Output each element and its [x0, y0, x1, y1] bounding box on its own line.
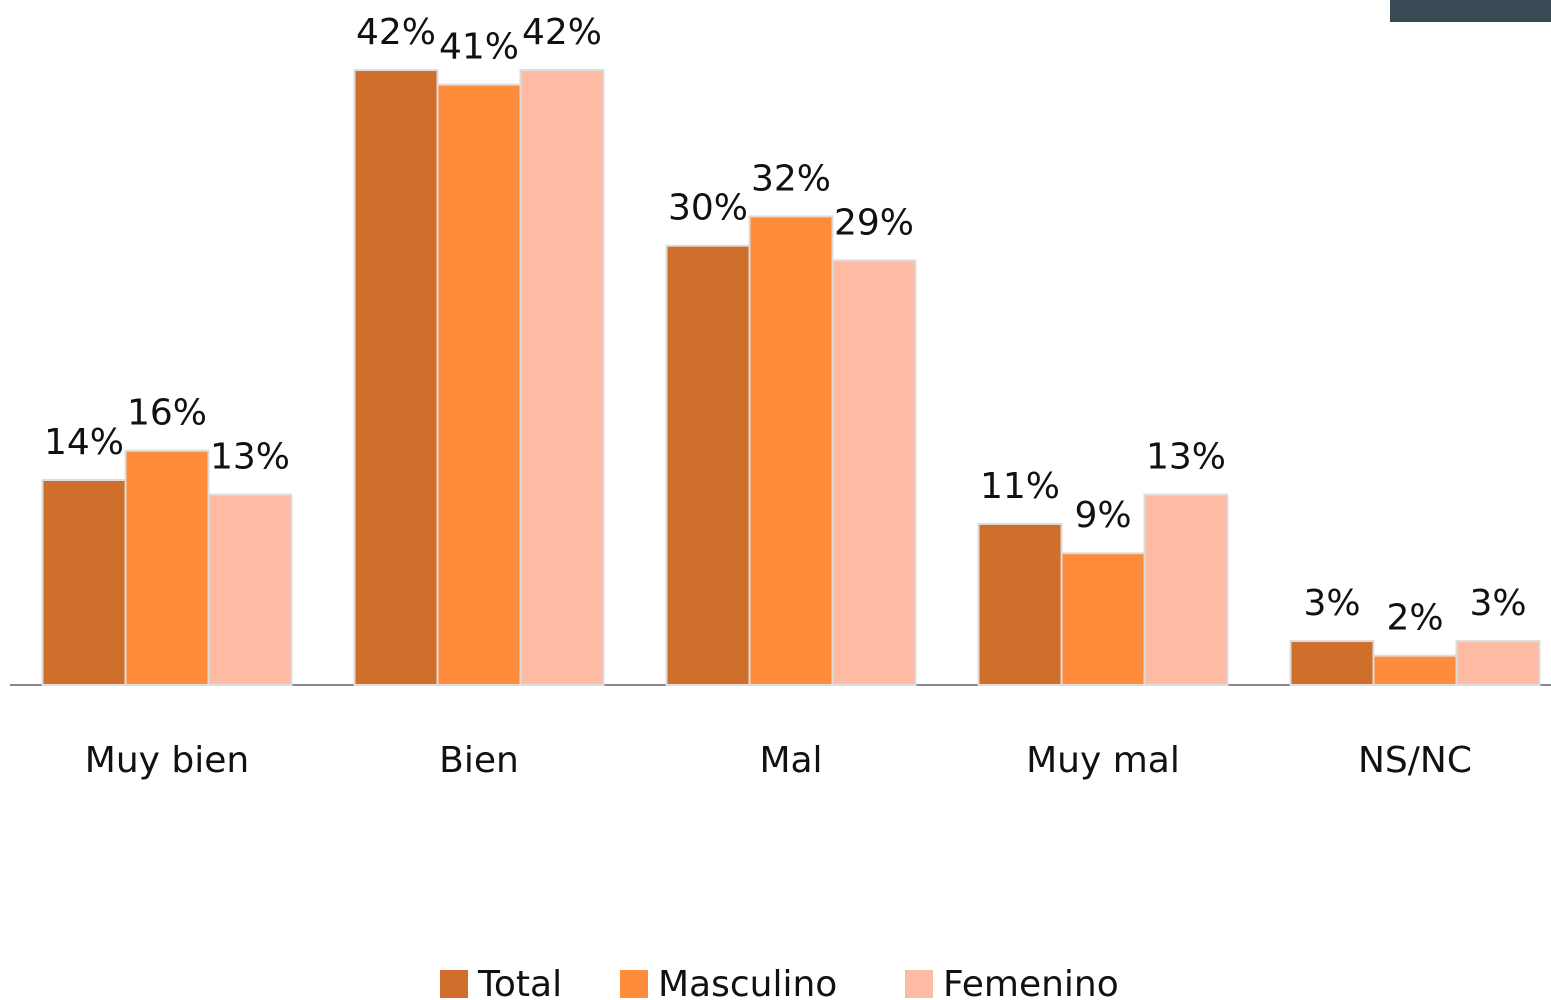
bar: [831, 259, 917, 686]
legend-label: Masculino: [658, 964, 837, 1000]
bar: [1143, 493, 1229, 686]
bar: [124, 449, 210, 687]
legend-label: Femenino: [943, 964, 1119, 1000]
data-label: 42%: [522, 12, 602, 53]
bar: [1289, 640, 1375, 686]
data-label: 32%: [751, 158, 831, 199]
bar: [519, 69, 605, 686]
data-label: 13%: [1146, 437, 1226, 478]
bar: [1372, 654, 1458, 687]
bar: [748, 215, 834, 687]
legend-swatch: [905, 970, 933, 998]
x-tick-label: Muy mal: [1026, 740, 1180, 781]
data-label: 3%: [1469, 583, 1526, 624]
data-label: 2%: [1386, 598, 1443, 639]
bar: [1455, 640, 1541, 686]
x-tick-label: Mal: [759, 740, 822, 781]
bar: [665, 244, 751, 686]
bar: [436, 83, 522, 686]
data-label: 41%: [439, 27, 519, 68]
bar: [1060, 552, 1146, 687]
x-tick-label: Muy bien: [85, 740, 249, 781]
bar: [41, 479, 127, 686]
bar: [353, 69, 439, 686]
legend-label: Total: [477, 964, 562, 1000]
data-label: 3%: [1303, 583, 1360, 624]
data-label: 16%: [127, 393, 207, 434]
data-label: 9%: [1074, 495, 1131, 536]
x-tick-label: Bien: [439, 740, 519, 781]
x-tick-label: NS/NC: [1358, 740, 1472, 781]
data-label: 11%: [980, 466, 1060, 507]
bar: [207, 493, 293, 686]
data-label: 29%: [834, 202, 914, 243]
bar: [977, 522, 1063, 687]
data-label: 30%: [668, 188, 748, 229]
data-label: 14%: [44, 422, 124, 463]
legend-swatch: [440, 970, 468, 998]
corner-photo: [1390, 0, 1551, 22]
legend-swatch: [620, 970, 648, 998]
data-label: 42%: [356, 12, 436, 53]
data-label: 13%: [210, 437, 290, 478]
